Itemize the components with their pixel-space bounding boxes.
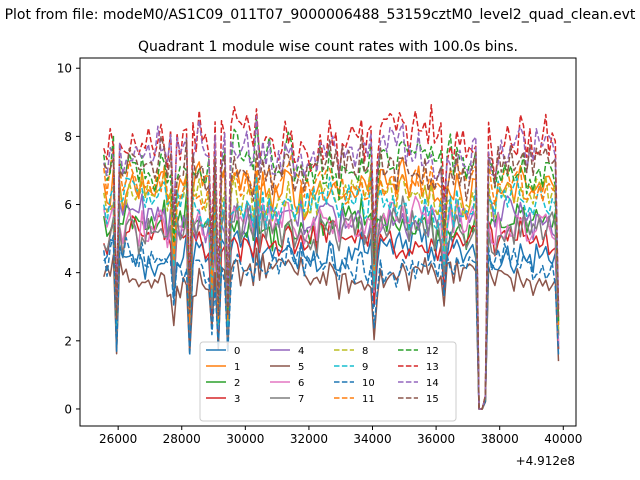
y-tick-label: 6: [64, 198, 72, 212]
x-offset-label: +4.912e8: [516, 454, 575, 468]
x-tick-label: 26000: [99, 432, 137, 446]
series-line-10: [103, 234, 560, 410]
figure-suptitle: Plot from file: modeM0/AS1C09_011T07_900…: [5, 7, 636, 23]
y-tick-label: 0: [64, 402, 72, 416]
y-tick-label: 2: [64, 334, 72, 348]
legend-label-10: 10: [362, 378, 375, 389]
legend-label-1: 1: [234, 362, 240, 373]
legend-label-11: 11: [362, 394, 375, 405]
legend-label-4: 4: [298, 346, 304, 357]
x-tick-label: 34000: [353, 432, 391, 446]
legend-label-3: 3: [234, 394, 240, 405]
legend-label-6: 6: [298, 378, 304, 389]
plot-frame: [79, 57, 577, 427]
y-axis: 0 2 4 6 8 10: [57, 62, 80, 416]
legend-label-12: 12: [426, 346, 439, 357]
x-tick-label: 28000: [163, 432, 201, 446]
x-tick-label: 36000: [417, 432, 455, 446]
legend-label-9: 9: [362, 362, 368, 373]
chart-title: Quadrant 1 module wise count rates with …: [138, 39, 518, 55]
y-tick-label: 4: [64, 266, 72, 280]
x-tick-label: 40000: [544, 432, 582, 446]
legend-label-15: 15: [426, 394, 439, 405]
legend-label-8: 8: [362, 346, 368, 357]
legend-label-13: 13: [426, 362, 439, 373]
x-axis: 26000 28000 30000 32000 34000 36000 38000 40000: [99, 426, 582, 446]
legend-label-0: 0: [234, 346, 240, 357]
legend-label-2: 2: [234, 378, 240, 389]
y-tick-label: 8: [64, 130, 72, 144]
x-tick-label: 38000: [481, 432, 519, 446]
series-layer: [103, 104, 560, 410]
x-tick-label: 32000: [290, 432, 328, 446]
series-line-15: [103, 133, 560, 410]
y-tick-label: 10: [57, 62, 72, 76]
legend-box: [199, 341, 457, 422]
legend-label-14: 14: [426, 378, 439, 389]
x-tick-label: 30000: [226, 432, 264, 446]
legend-label-7: 7: [298, 394, 304, 405]
legend-label-5: 5: [298, 362, 304, 373]
